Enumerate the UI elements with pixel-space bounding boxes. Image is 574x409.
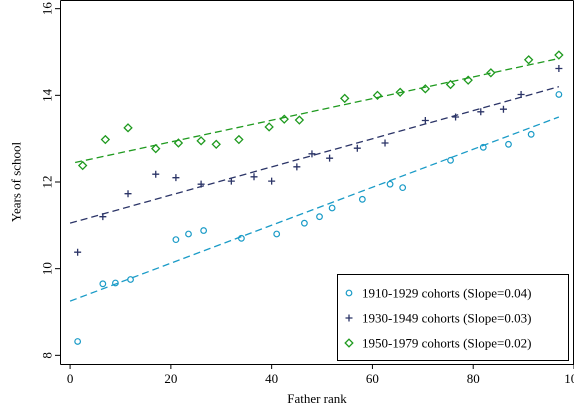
x-tick-label: 20 [164, 371, 177, 386]
legend-marker [345, 289, 353, 297]
data-point [238, 234, 245, 242]
data-point [554, 50, 564, 60]
data-point [264, 122, 274, 132]
data-point [123, 123, 133, 133]
data-point [211, 139, 221, 150]
data-point [452, 113, 460, 121]
y-tick-label: 10 [40, 262, 55, 275]
data-point [99, 213, 107, 221]
fit-line-2 [69, 86, 560, 224]
y-tick-label: 12 [40, 176, 55, 189]
y-tick-label: 14 [40, 88, 55, 102]
data-point [294, 115, 305, 125]
data-point [234, 134, 244, 145]
data-point [250, 173, 258, 181]
x-tick-label: 100 [564, 371, 574, 386]
data-point [99, 280, 107, 288]
data-point [420, 84, 431, 94]
data-point [479, 143, 487, 151]
data-point [505, 140, 512, 148]
legend-marker [345, 314, 353, 322]
y-axis-title: Years of school [9, 141, 24, 222]
data-point [523, 55, 534, 65]
data-point [100, 134, 111, 145]
data-point [555, 64, 563, 72]
data-point [328, 204, 336, 212]
data-point [77, 160, 88, 171]
legend-label: 1930-1949 cohorts (Slope=0.03) [362, 311, 531, 326]
data-point [399, 184, 407, 192]
data-point [445, 79, 456, 90]
data-point [447, 156, 454, 164]
data-point [358, 195, 366, 203]
y-tick-label: 8 [40, 352, 55, 359]
y-ticks: 8 10 12 14 16 [40, 2, 60, 359]
data-point [372, 90, 383, 101]
data-point [127, 276, 134, 283]
data-point [308, 150, 316, 158]
data-point [152, 170, 160, 178]
data-point [74, 338, 82, 345]
data-point [151, 143, 161, 154]
data-point [74, 248, 82, 256]
y-tick-label: 16 [40, 2, 55, 16]
data-point [196, 136, 206, 146]
data-point [339, 93, 350, 104]
data-point [279, 114, 289, 124]
data-point [293, 163, 301, 171]
data-point [326, 154, 334, 162]
data-point [386, 180, 394, 188]
data-point [172, 236, 180, 244]
x-tick-label: 0 [67, 371, 74, 386]
x-tick-label: 40 [265, 371, 278, 386]
x-tick-label: 60 [366, 371, 379, 386]
data-point [301, 219, 308, 227]
data-point [353, 144, 361, 152]
data-point [381, 139, 389, 147]
legend-box [337, 274, 569, 361]
legend-marker [344, 338, 354, 348]
x-ticks: 0 20 40 60 80 100 [67, 364, 574, 386]
data-point [112, 279, 119, 287]
data-point [316, 213, 323, 221]
data-point [273, 230, 281, 238]
data-point [463, 75, 473, 85]
legend: 1910-1929 cohorts (Slope=0.04) 1930-1949 … [337, 274, 569, 361]
data-point [555, 91, 563, 98]
data-point [421, 116, 429, 124]
x-tick-label: 80 [467, 371, 480, 386]
data-point [517, 90, 525, 98]
data-point [527, 130, 535, 138]
legend-label: 1910-1929 cohorts (Slope=0.04) [362, 286, 531, 301]
data-point [486, 68, 496, 78]
data-points [74, 50, 564, 345]
data-point [172, 174, 180, 182]
data-point [395, 87, 405, 98]
data-point [227, 177, 235, 185]
data-point [200, 227, 208, 234]
data-point [124, 190, 132, 198]
legend-label: 1950-1979 cohorts (Slope=0.02) [362, 336, 531, 351]
data-point [185, 230, 192, 238]
data-point [197, 180, 205, 188]
fit-line-1 [69, 116, 560, 302]
x-axis-title: Father rank [287, 391, 347, 406]
data-point [477, 108, 485, 116]
data-point [268, 177, 276, 185]
data-point [499, 105, 507, 113]
data-point [173, 138, 184, 148]
